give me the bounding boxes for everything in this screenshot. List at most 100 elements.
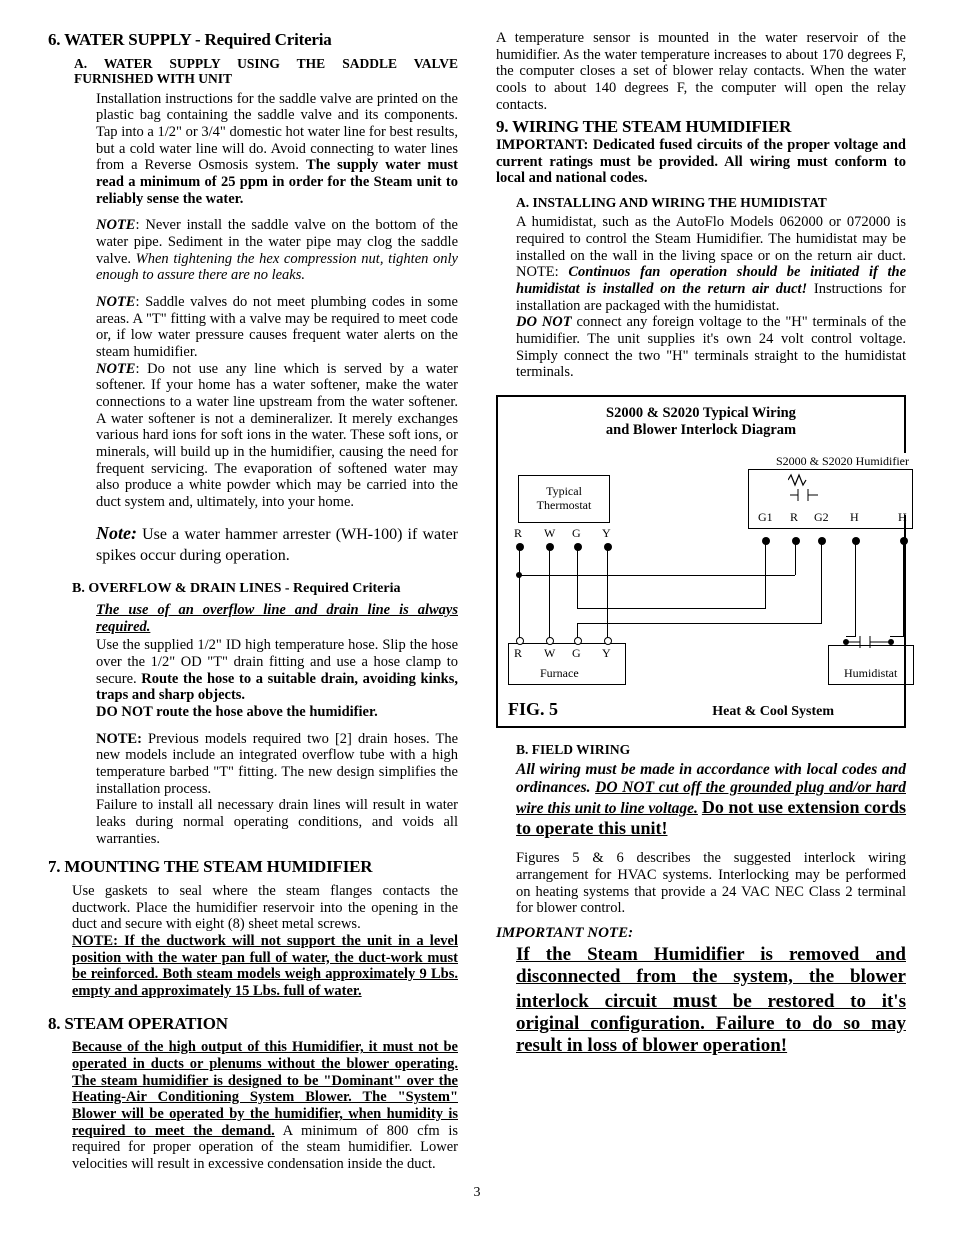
s9b-p1: All wiring must be made in accordance wi…: [516, 761, 906, 838]
s6b-p2-lead: NOTE:: [96, 731, 148, 747]
dot: [604, 543, 612, 551]
wire: [855, 544, 856, 636]
right-top-paragraph: A temperature sensor is mounted in the w…: [496, 30, 906, 113]
thermostat-box: Typical Thermostat: [518, 475, 610, 523]
wire: [607, 550, 608, 638]
s7-p2: NOTE: If the ductwork will not support t…: [72, 933, 458, 1000]
humidifier-box: [748, 469, 913, 529]
term-y: Y: [602, 527, 611, 541]
section-9b-heading: B. FIELD WIRING: [516, 742, 906, 758]
dot: [516, 572, 522, 578]
dot: [818, 537, 826, 545]
s9b-p2: Figures 5 & 6 describes the suggested in…: [516, 850, 906, 917]
section-8-title: 8. STEAM OPERATION: [48, 1014, 458, 1034]
wiring-diagram: S2000 & S2020 Humidifier Typical Thermos…: [508, 445, 894, 695]
section-9a-heading: A. INSTALLING AND WIRING THE HUMIDISTAT: [516, 195, 906, 211]
note-lead: Note:: [96, 523, 137, 543]
figure-title: S2000 & S2020 Typical Wiring and Blower …: [508, 405, 894, 438]
wire: [577, 623, 578, 638]
humidistat-contact-icon: [842, 635, 896, 649]
wire: [519, 550, 520, 638]
s6a-paragraph-1: Installation instructions for the saddle…: [96, 91, 458, 208]
wire: [577, 623, 822, 624]
dot: [516, 543, 524, 551]
term-w: W: [544, 527, 555, 541]
wire: [903, 544, 904, 636]
figure-caption-row: FIG. 5 Heat & Cool System: [508, 699, 894, 720]
dot: [546, 543, 554, 551]
s6a-paragraph-2: NOTE: Never install the saddle valve on …: [96, 217, 458, 284]
wire: [577, 608, 766, 609]
section-9-title: 9. WIRING THE STEAM HUMIDIFIER: [496, 117, 906, 137]
term-r: R: [514, 527, 522, 541]
page-number: 3: [48, 1185, 906, 1201]
note-label: NOTE: [96, 217, 135, 233]
two-column-layout: 6. WATER SUPPLY - Required Criteria A. W…: [48, 30, 906, 1179]
term-g2: G2: [814, 511, 829, 525]
s9a-p1: A humidistat, such as the AutoFlo Models…: [516, 214, 906, 314]
term-w-f: W: [544, 647, 555, 661]
s8-p1: Because of the high output of this Humid…: [72, 1039, 458, 1172]
s9-important: IMPORTANT: Dedicated fused circuits of t…: [496, 137, 906, 187]
fig-title-1: S2000 & S2020 Typical Wiring: [606, 405, 796, 421]
contact-icon: [790, 489, 818, 501]
s6b-donot: DO NOT route the hose above the humidifi…: [96, 704, 458, 721]
figure-5-box: S2000 & S2020 Typical Wiring and Blower …: [496, 395, 906, 727]
section-6b-heading: B. OVERFLOW & DRAIN LINES - Required Cri…: [72, 581, 458, 597]
wire: [519, 575, 795, 576]
term-r2: R: [790, 511, 798, 525]
s6b-required: The use of an overflow line and drain li…: [96, 602, 458, 635]
note-label: NOTE: [96, 361, 135, 377]
humidifier-label: S2000 & S2020 Humidifier: [742, 455, 909, 468]
term-g: G: [572, 527, 581, 541]
section-6a-heading: A. WATER SUPPLY USING THE SADDLE VALVE F…: [74, 56, 458, 87]
donot-label: DO NOT: [516, 314, 572, 330]
impnote-must: must: [673, 988, 717, 1012]
resistor-icon: [788, 473, 808, 487]
important-note-body: If the Steam Humidifier is removed and d…: [516, 944, 906, 1056]
dot-open: [516, 637, 524, 645]
wire: [821, 544, 822, 623]
s6a-p2-italic: When tightening the hex compression nut,…: [96, 251, 458, 284]
figure-number: FIG. 5: [508, 699, 558, 720]
s6b-p1b: Route the hose to a suitable drain, avoi…: [96, 671, 458, 704]
dot: [900, 537, 908, 545]
wire: [577, 550, 578, 608]
dot-open: [604, 637, 612, 645]
dot: [852, 537, 860, 545]
term-y-f: Y: [602, 647, 611, 661]
dot: [762, 537, 770, 545]
furnace-label: Furnace: [540, 667, 579, 681]
term-r-f: R: [514, 647, 522, 661]
fig-title-2: and Blower Interlock Diagram: [606, 422, 796, 438]
term-g-f: G: [572, 647, 581, 661]
important-note-lead: IMPORTANT NOTE:: [496, 925, 906, 942]
note-body: Use a water hammer arrester (WH-100) if …: [96, 526, 458, 565]
s6b-paragraph-3: Failure to install all necessary drain l…: [96, 797, 458, 847]
s6b-paragraph-2: NOTE: Previous models required two [2] d…: [96, 731, 458, 798]
dot-open: [546, 637, 554, 645]
s6a-p3-text: : Saddle valves do not meet plumbing cod…: [96, 294, 458, 360]
s6a-big-note: Note: Use a water hammer arrester (WH-10…: [96, 521, 458, 567]
s6a-p4-text: : Do not use any line which is served by…: [96, 361, 458, 510]
dot: [792, 537, 800, 545]
wire: [846, 636, 856, 637]
s6a-paragraph-3: NOTE: Saddle valves do not meet plumbing…: [96, 294, 458, 361]
wire: [765, 544, 766, 608]
wire: [795, 544, 796, 575]
term-g1: G1: [758, 511, 773, 525]
dot-open: [574, 637, 582, 645]
s6b-p2-text: Previous models required two [2] drain h…: [96, 731, 458, 797]
s9a-p2: DO NOT connect any foreign voltage to th…: [516, 314, 906, 381]
dot: [574, 543, 582, 551]
humidistat-label: Humidistat: [844, 667, 897, 681]
note-label: NOTE: [96, 294, 135, 310]
wire: [890, 636, 904, 637]
right-column: A temperature sensor is mounted in the w…: [496, 30, 906, 1179]
s6b-paragraph-1: Use the supplied 1/2" ID high temperatur…: [96, 637, 458, 704]
section-7-title: 7. MOUNTING THE STEAM HUMIDIFIER: [48, 857, 458, 877]
s9a-p2b: connect any foreign voltage to the "H" t…: [516, 314, 906, 380]
s7-p1: Use gaskets to seal where the steam flan…: [72, 883, 458, 933]
wire: [549, 550, 550, 638]
s6a-paragraph-4: NOTE: Do not use any line which is serve…: [96, 361, 458, 511]
